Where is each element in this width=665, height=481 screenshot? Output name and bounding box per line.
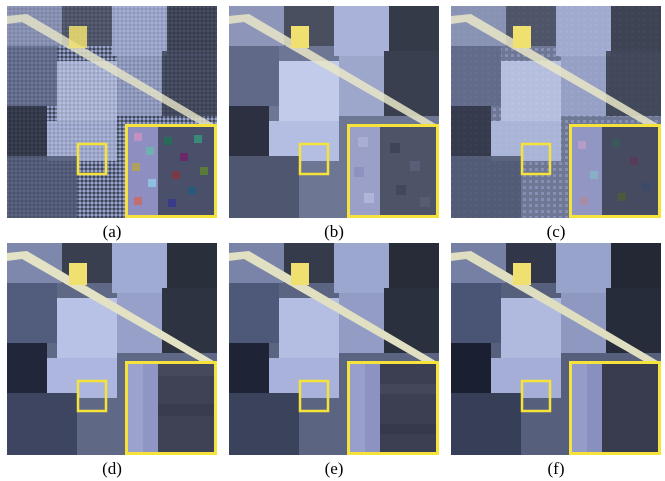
panel-label: (f) bbox=[547, 459, 565, 478]
panel-d: (d) bbox=[7, 243, 217, 478]
hyperspectral-image-a bbox=[7, 6, 217, 218]
hyperspectral-image-b bbox=[229, 6, 439, 218]
panel-a: (a) bbox=[7, 6, 217, 241]
panel-f: (f) bbox=[451, 243, 661, 478]
scene-b bbox=[229, 6, 439, 218]
scene-c bbox=[451, 6, 661, 218]
panel-label: (d) bbox=[102, 459, 122, 478]
panel-label: (c) bbox=[546, 222, 566, 241]
hyperspectral-image-f bbox=[451, 243, 661, 455]
scene-e bbox=[229, 243, 439, 455]
hyperspectral-image-d bbox=[7, 243, 217, 455]
hyperspectral-image-c bbox=[451, 6, 661, 218]
scene-f bbox=[451, 243, 661, 455]
panel-label: (a) bbox=[102, 222, 122, 241]
scene-d bbox=[7, 243, 217, 455]
scene-a bbox=[7, 6, 217, 218]
panel-b: (b) bbox=[229, 6, 439, 241]
panel-e: (e) bbox=[229, 243, 439, 478]
hyperspectral-image-e bbox=[229, 243, 439, 455]
panel-label: (b) bbox=[324, 222, 344, 241]
panel-c: (c) bbox=[451, 6, 661, 241]
panel-label: (e) bbox=[324, 459, 344, 478]
